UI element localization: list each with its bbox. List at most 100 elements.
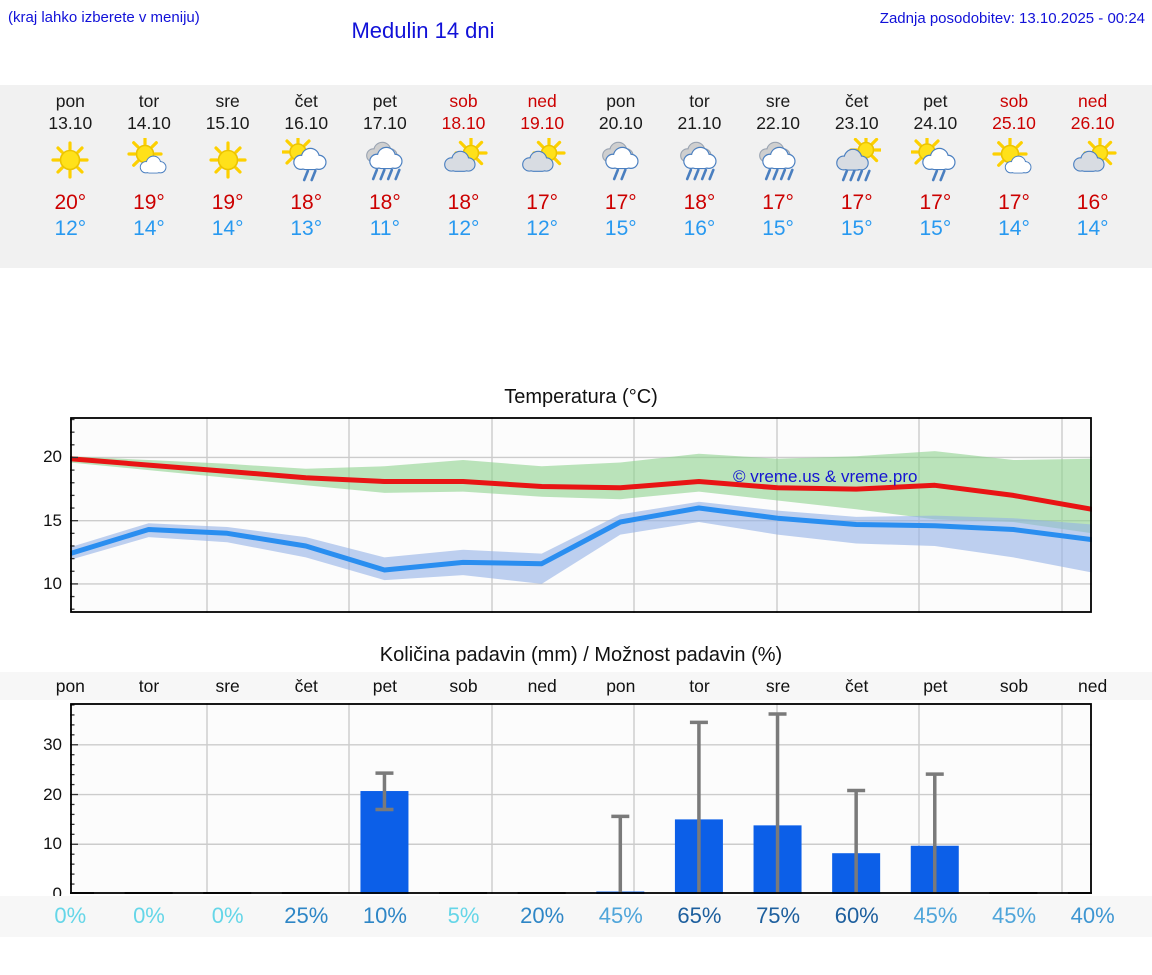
precip-probability: 25%: [284, 903, 329, 928]
precip-day-cell: pet: [896, 673, 975, 699]
precip-day-cell: pon: [31, 673, 110, 699]
probability-cell: 0%: [188, 901, 267, 931]
y-tick-label: 30: [43, 734, 62, 754]
high-temp: 19°: [133, 191, 165, 214]
day-name: sre: [215, 91, 240, 111]
high-temp: 20°: [54, 191, 87, 214]
precip-day-cell: pon: [581, 673, 660, 699]
precip-day-labels: pon tor sre čet pet sob ned pon tor sre čet pet sob n…: [31, 673, 1132, 699]
forecast-day-cell: sre 15.10 19° 14°: [188, 90, 267, 242]
high-temp: 17°: [604, 191, 637, 214]
low-temp: 14°: [211, 217, 244, 240]
forecast-day-cell: pet 24.10 17° 15°: [896, 90, 975, 242]
precip-probability: 0%: [54, 903, 87, 928]
day-name: sre: [765, 91, 791, 111]
precip-day-cell: tor: [110, 673, 189, 699]
day-name: ned: [527, 676, 557, 696]
watermark: © vreme.us & vreme.pro: [733, 467, 918, 486]
high-temp: 17°: [762, 191, 794, 214]
high-temp: 18°: [683, 191, 716, 214]
day-name: čet: [294, 91, 318, 111]
day-name: pet: [372, 676, 398, 696]
low-temp: 12°: [526, 217, 559, 240]
probability-cell: 10%: [346, 901, 425, 931]
temperature-chart-title: Temperatura (°C): [504, 386, 658, 408]
forecast-strip: pon 13.10 20° 12° tor 14.10 19° 14° sre 15.10 19° 1…: [0, 85, 1152, 268]
precip-day-cell: ned: [1053, 673, 1132, 699]
precipitation-chart-title: Količina padavin (mm) / Možnost padavin …: [379, 644, 783, 666]
day-name: tor: [689, 676, 710, 696]
day-date: 20.10: [598, 113, 643, 133]
forecast-row: pon 13.10 20° 12° tor 14.10 19° 14° sre 15.10 19° 1…: [31, 90, 1132, 242]
probability-strip: 0% 0% 0% 25% 10% 5% 20% 45% 65% 75% 60% 45% 45% 40%: [0, 896, 1152, 937]
low-temp: 15°: [840, 217, 873, 240]
probability-cell: 40%: [1053, 901, 1132, 931]
high-temp: 18°: [369, 191, 401, 214]
high-temp: 18°: [290, 191, 323, 214]
day-name: pon: [55, 676, 85, 696]
probability-cell: 20%: [503, 901, 582, 931]
low-temp: 15°: [919, 217, 952, 240]
y-tick-label: 20: [43, 447, 62, 467]
day-name: ned: [1078, 91, 1108, 111]
probability-cell: 65%: [660, 901, 739, 931]
probability-cell: 5%: [424, 901, 503, 931]
high-temp: 17°: [840, 191, 873, 214]
forecast-day-cell: tor 14.10 19° 14°: [110, 90, 189, 242]
forecast-day-cell: sob 18.10 18° 12°: [424, 90, 503, 242]
weather-icon-clouds-rain2: [597, 138, 645, 186]
day-name: ned: [1078, 676, 1108, 696]
forecast-day-cell: sre 22.10 17° 15°: [739, 90, 818, 242]
precip-day-cell: čet: [817, 673, 896, 699]
day-name: ned: [527, 91, 557, 111]
forecast-day-cell: pon 20.10 17° 15°: [581, 90, 660, 242]
day-name: čet: [845, 676, 869, 696]
precip-probability: 5%: [447, 903, 480, 928]
precip-probability: 10%: [362, 903, 407, 928]
forecast-day-cell: pet 17.10 18° 11°: [346, 90, 425, 242]
day-name: tor: [138, 676, 160, 696]
precip-probability: 0%: [133, 903, 165, 928]
day-name: sob: [999, 676, 1029, 696]
weather-icon-sun-cloud-rain2: [282, 138, 330, 186]
precip-probability: 45%: [598, 903, 643, 928]
temperature-chart: [70, 417, 1092, 613]
y-tick-label: 10: [43, 834, 62, 854]
day-date: 14.10: [127, 113, 171, 133]
day-name: čet: [294, 676, 318, 696]
day-name: pet: [923, 676, 948, 696]
last-update-label: Zadnja posodobitev: 13.10.2025 - 00:24: [879, 10, 1145, 27]
high-temp: 16°: [1076, 191, 1109, 214]
day-date: 23.10: [834, 113, 879, 133]
day-date: 17.10: [362, 113, 407, 133]
day-name: sob: [999, 91, 1029, 111]
day-name: tor: [689, 91, 710, 111]
weather-icon-cloud-sun: [1069, 138, 1117, 186]
high-temp: 17°: [526, 191, 559, 214]
high-temp: 17°: [919, 191, 952, 214]
day-date: 21.10: [677, 113, 722, 133]
probability-cell: 45%: [975, 901, 1054, 931]
forecast-day-cell: sob 25.10 17° 14°: [975, 90, 1054, 242]
precip-day-cell: sob: [424, 673, 503, 699]
day-date: 18.10: [441, 113, 486, 133]
weather-icon-cloud-sun: [440, 138, 488, 186]
forecast-day-cell: čet 23.10 17° 15°: [817, 90, 896, 242]
weather-icon-sun-small-cloud: [990, 138, 1038, 186]
day-date: 25.10: [992, 113, 1036, 133]
day-date: 26.10: [1070, 113, 1115, 133]
weather-icon-sun-cloud-rain4: [833, 138, 881, 186]
page-title: Medulin 14 dni: [351, 18, 495, 43]
low-temp: 14°: [998, 217, 1030, 240]
precip-day-cell: čet: [267, 673, 346, 699]
probability-cell: 75%: [739, 901, 818, 931]
forecast-day-cell: pon 13.10 20° 12°: [31, 90, 110, 242]
location-menu-hint: (kraj lahko izberete v meniju): [8, 9, 200, 26]
precip-day-cell: tor: [660, 673, 739, 699]
day-date: 15.10: [205, 113, 250, 133]
precip-probability: 45%: [913, 903, 958, 928]
precip-probability: 45%: [991, 903, 1037, 928]
low-temp: 12°: [54, 217, 87, 240]
low-temp: 14°: [133, 217, 165, 240]
